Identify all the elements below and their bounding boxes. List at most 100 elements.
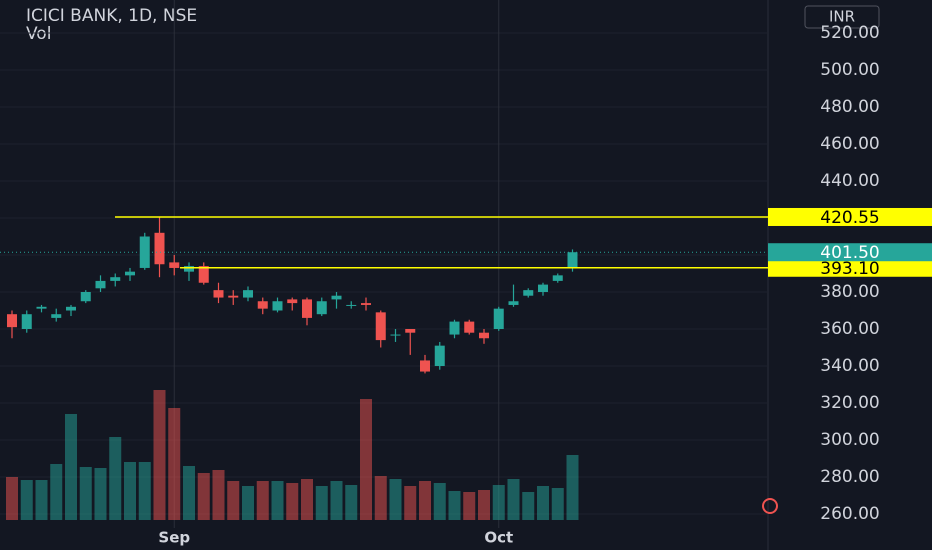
candle-body	[523, 290, 534, 296]
candle-body	[331, 295, 342, 300]
candle-body	[464, 321, 475, 333]
candle-body	[316, 301, 327, 315]
volume-bar	[153, 390, 166, 520]
volume-bar	[448, 491, 461, 520]
candle-body	[110, 277, 121, 281]
y-tick-label: 520.00	[820, 23, 879, 43]
candle-body	[198, 266, 209, 283]
candle-body	[434, 345, 445, 366]
volume-bar	[197, 473, 210, 520]
candle-body	[302, 299, 312, 318]
level-tag	[768, 258, 932, 277]
volume-bar	[374, 476, 387, 520]
volume-bar	[124, 462, 136, 520]
volume-bar	[65, 414, 77, 520]
volume-bar	[50, 464, 63, 520]
alert-icon[interactable]	[762, 498, 778, 514]
volume-bar	[566, 455, 579, 520]
volume-bar	[507, 479, 520, 520]
candle-body	[228, 295, 239, 298]
y-tick-label: 480.00	[820, 97, 879, 117]
currency[interactable]: INR	[829, 8, 855, 26]
candle-body	[361, 303, 371, 305]
candle-body	[449, 321, 460, 335]
volume-bar	[183, 466, 195, 520]
volume-bar	[256, 481, 269, 520]
candle-body	[243, 290, 253, 298]
y-tick-label: 460.00	[820, 134, 879, 154]
candle-body	[567, 252, 578, 268]
candle-body	[21, 314, 32, 329]
candle-body	[184, 266, 194, 272]
volume-bar	[94, 468, 107, 520]
candle-body	[80, 292, 91, 302]
volume-bar	[168, 408, 181, 520]
level-label: 420.55	[820, 208, 879, 228]
candle-body	[213, 290, 224, 298]
candle-body	[272, 301, 283, 311]
y-tick-label: 440.00	[820, 171, 879, 191]
x-tick-label: Oct	[484, 529, 513, 547]
volume-bar	[212, 470, 225, 520]
candle-body	[375, 312, 386, 341]
candle-body	[493, 308, 504, 329]
volume-bar	[315, 486, 328, 520]
x-tick-label: Sep	[158, 529, 190, 547]
subtitle: Vol	[26, 24, 51, 44]
y-tick-label: 360.00	[820, 319, 879, 339]
candle-body	[287, 299, 298, 304]
last-price-tag	[768, 243, 932, 262]
candle-body	[479, 332, 489, 339]
volume-bar	[301, 479, 313, 520]
volume-bar	[227, 481, 240, 520]
volume-bar	[551, 488, 564, 520]
candle-body	[7, 314, 17, 328]
candle-body	[66, 306, 76, 311]
volume-bar	[478, 490, 490, 520]
chart-title: ICICI BANK, 1D, NSE	[26, 6, 197, 26]
volume-bar	[20, 480, 33, 520]
volume-bar	[404, 486, 417, 520]
volume-bar	[138, 462, 151, 520]
volume-bar	[271, 481, 284, 520]
y-tick-label: 300.00	[820, 430, 879, 450]
volume-bar	[286, 483, 299, 520]
y-tick-label: 380.00	[820, 282, 879, 302]
candle-body	[125, 271, 135, 276]
y-tick-label: 260.00	[820, 504, 879, 524]
volume-bar	[6, 477, 18, 520]
volume-bar	[330, 481, 343, 520]
candle-body	[390, 334, 401, 336]
level-tag	[768, 207, 932, 226]
volume-bar	[360, 399, 372, 520]
candle-body	[51, 314, 62, 318]
candle-body	[154, 232, 165, 265]
y-tick-label: 280.00	[820, 467, 879, 487]
candle-body	[95, 280, 106, 289]
y-tick-label: 320.00	[820, 393, 879, 413]
volume-bar	[492, 485, 505, 520]
volume-bar	[242, 486, 254, 520]
volume-bar	[389, 479, 402, 520]
currency-box[interactable]	[804, 5, 880, 29]
last-price-label: 401.50	[820, 243, 879, 263]
volume-bar	[79, 467, 92, 520]
volume-bar	[433, 483, 446, 520]
volume-bar	[463, 492, 476, 520]
candle-body	[420, 360, 430, 372]
volume-bar	[345, 485, 358, 520]
candle-body	[405, 329, 416, 333]
candle-body	[552, 275, 563, 281]
volume-bar	[537, 486, 549, 520]
level-label: 393.10	[820, 259, 879, 279]
volume-bar	[419, 481, 431, 520]
candle-body	[169, 262, 180, 268]
volume-bar	[35, 480, 48, 520]
candle-body	[257, 301, 268, 309]
candle-body	[508, 301, 519, 305]
candle-body	[346, 304, 357, 306]
y-tick-label: 340.00	[820, 356, 879, 376]
candle-body	[36, 306, 47, 309]
candle-body	[538, 284, 548, 292]
